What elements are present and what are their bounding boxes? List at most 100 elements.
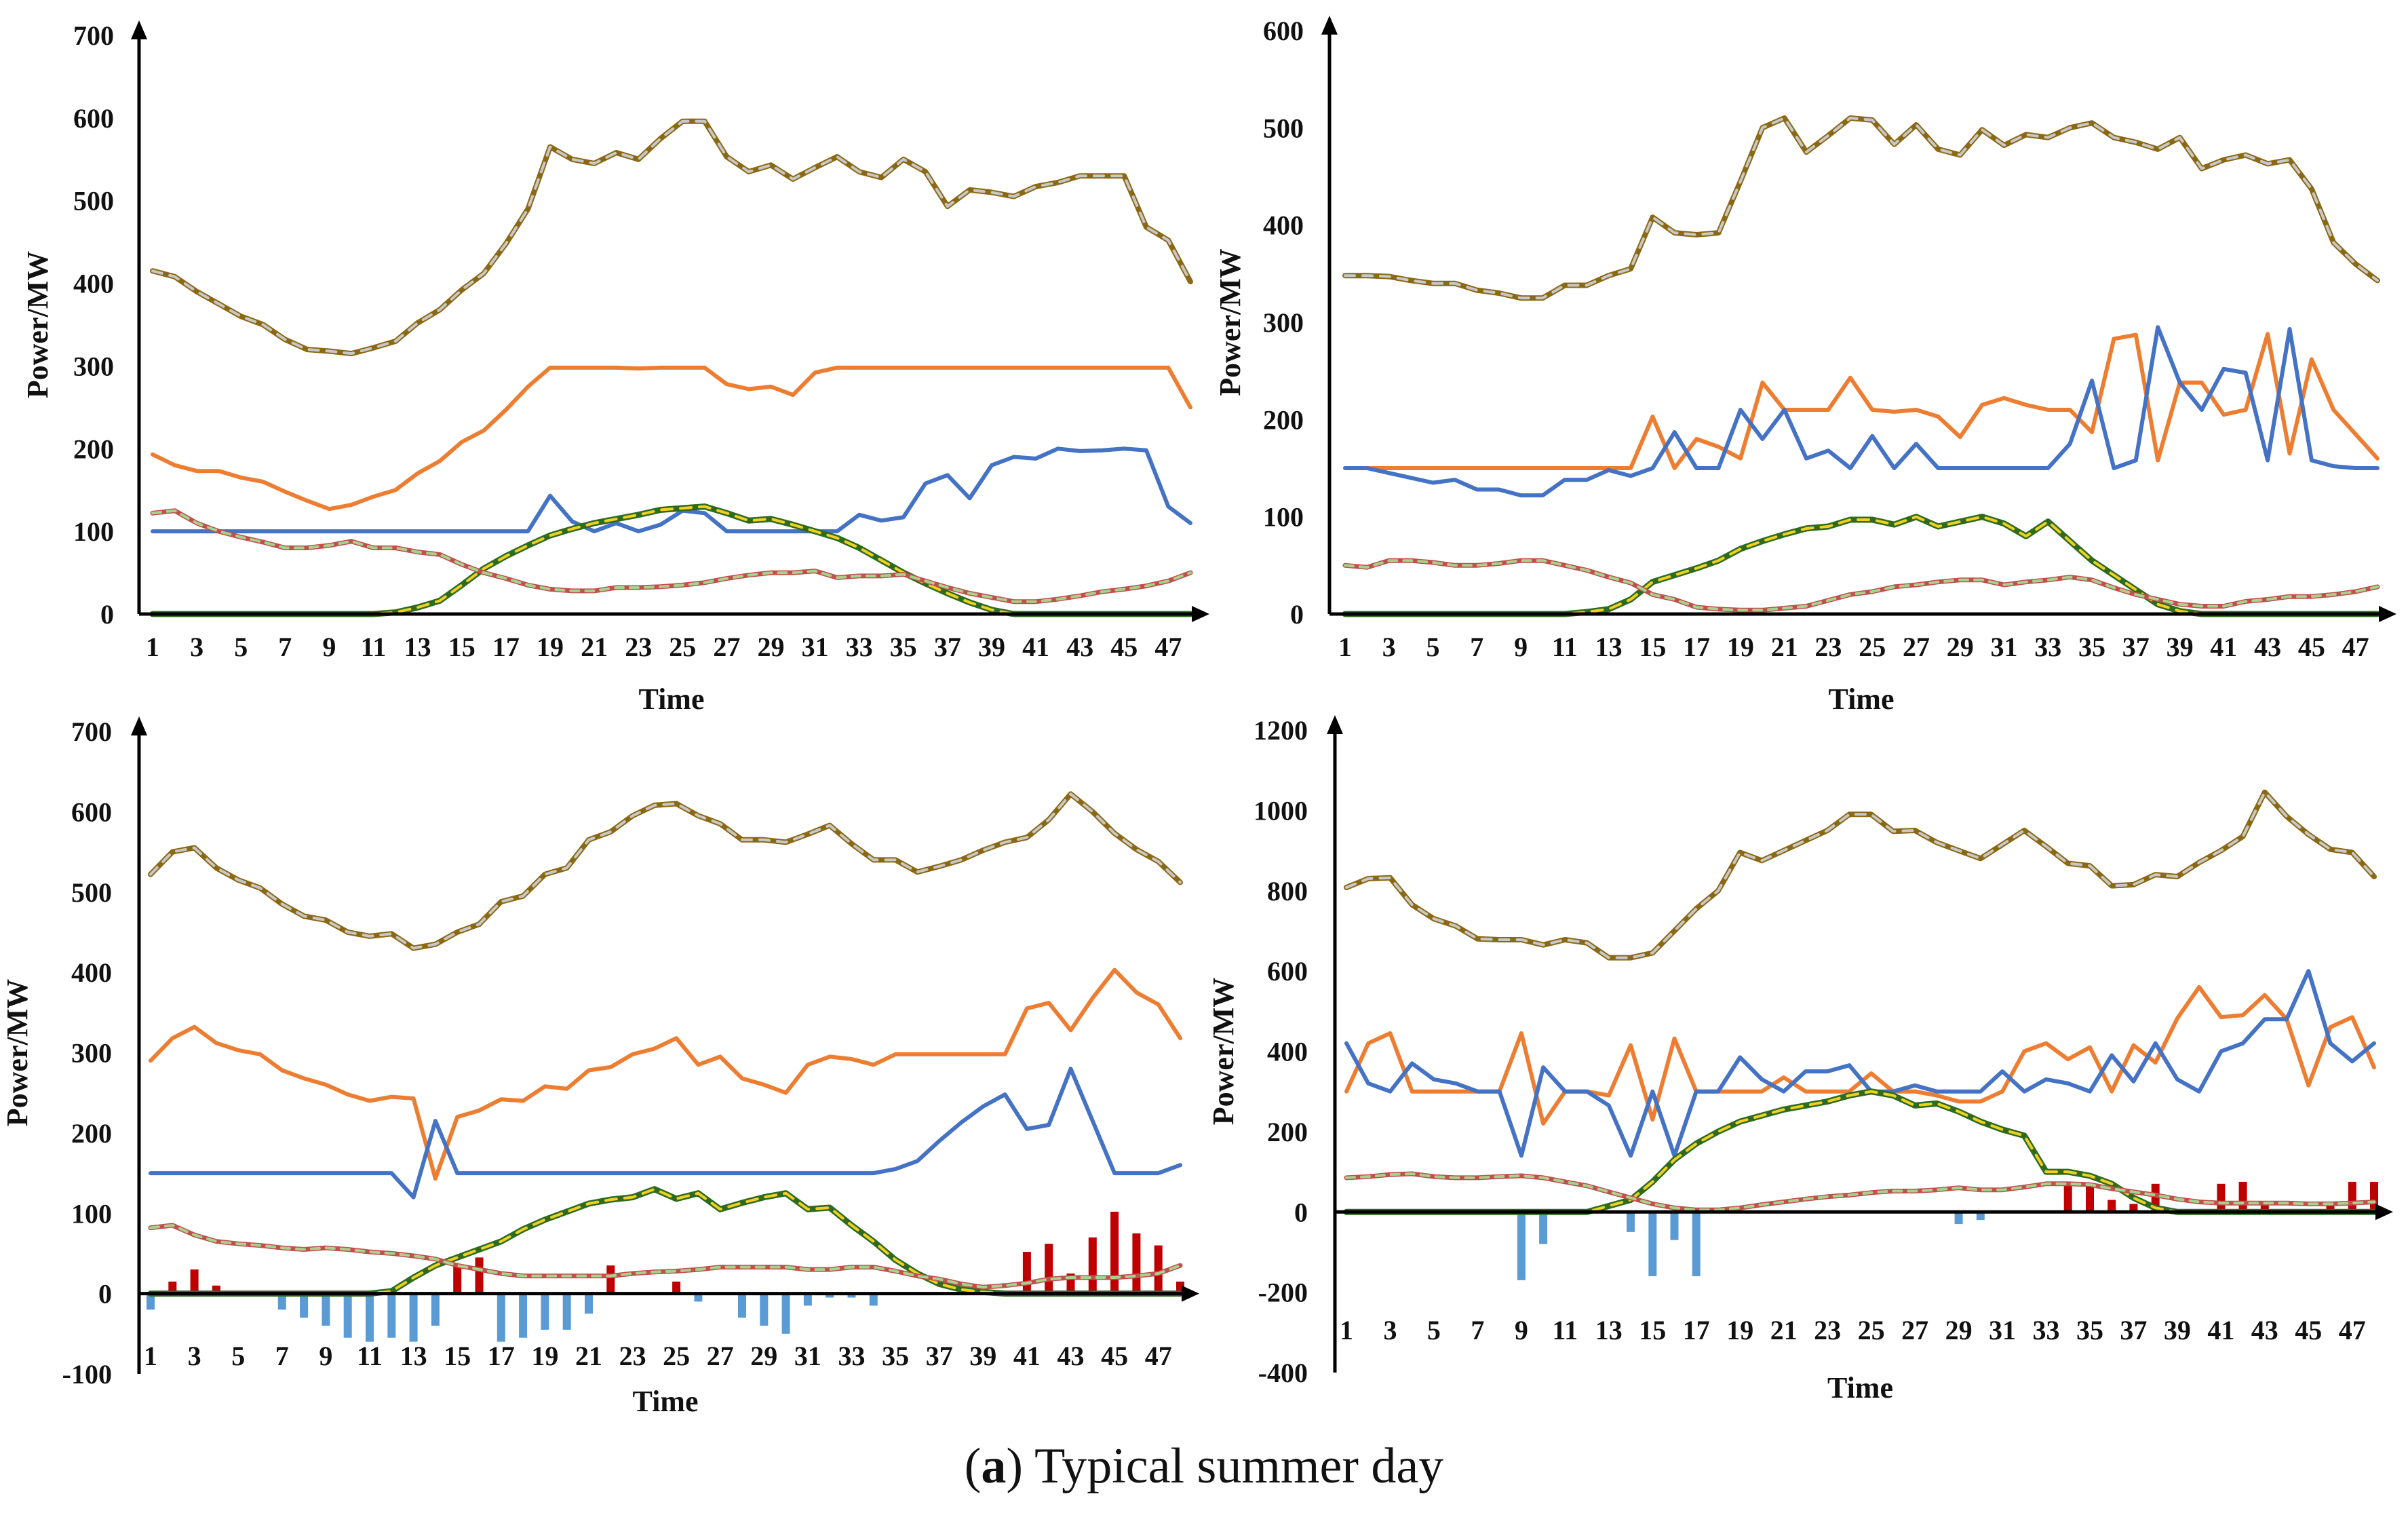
- y-axis-arrow-icon: [131, 716, 147, 735]
- y-tick-label: 100: [1263, 502, 1304, 533]
- bar-35: [2086, 1183, 2094, 1212]
- x-tick-label: 21: [581, 632, 608, 662]
- y-tick-label: -100: [62, 1359, 112, 1390]
- y-tick-label: 300: [73, 351, 114, 381]
- series-small-line-dash: [149, 1224, 1182, 1289]
- x-tick-label: 47: [2342, 632, 2369, 662]
- x-tick-label: 11: [1552, 632, 1578, 662]
- bar-41: [2217, 1183, 2226, 1212]
- x-tick-label: 11: [1552, 1315, 1578, 1345]
- x-tick-label: 43: [1057, 1341, 1085, 1371]
- y-tick-label: 200: [73, 434, 114, 464]
- bar-34: [2063, 1181, 2072, 1212]
- bar-26: [694, 1293, 703, 1302]
- bar-17: [497, 1293, 505, 1342]
- x-tick-label: 31: [1991, 632, 2018, 662]
- figure-caption: (a) Typical summer day: [965, 1438, 1444, 1494]
- series-load-line-dash: [149, 792, 1182, 950]
- x-axis-arrow-icon: [2375, 1204, 2393, 1221]
- x-tick-label: 45: [1101, 1341, 1128, 1371]
- bar-15: [1648, 1212, 1657, 1276]
- x-tick-label: 47: [2339, 1315, 2366, 1345]
- x-tick-label: 11: [361, 632, 387, 662]
- series-load-line: [150, 118, 1193, 357]
- bar-4: [212, 1285, 220, 1294]
- y-tick-label: -400: [1258, 1358, 1308, 1388]
- bar-29: [1954, 1212, 1963, 1225]
- x-tick-label: 9: [1514, 632, 1528, 662]
- y-tick-label: 400: [73, 269, 114, 299]
- bar-9: [322, 1293, 330, 1326]
- bar-3: [190, 1269, 199, 1294]
- x-tick-label: 5: [231, 1341, 245, 1371]
- series-pv-line-dash: [151, 505, 1192, 615]
- bar-25: [672, 1281, 681, 1294]
- y-tick-label: 700: [73, 20, 114, 51]
- bar-2: [168, 1281, 177, 1294]
- x-tick-label: 43: [1066, 632, 1093, 662]
- series-orange-line: [1343, 332, 2380, 470]
- y-axis-title: Power/MW: [1, 979, 34, 1126]
- x-tick-label: 47: [1145, 1341, 1172, 1371]
- bar-10: [1539, 1212, 1548, 1244]
- x-tick-label: 37: [2120, 1315, 2147, 1345]
- y-axis-title: Power/MW: [1213, 248, 1247, 396]
- y-axis-arrow-icon: [1327, 715, 1343, 734]
- x-tick-label: 3: [190, 632, 203, 662]
- series-load-line: [1344, 789, 2377, 961]
- x-axis-title: Time: [639, 683, 705, 716]
- bar-17: [1692, 1212, 1701, 1276]
- x-tick-label: 1: [146, 632, 159, 662]
- x-tick-label: 1: [144, 1341, 157, 1371]
- x-tick-label: 3: [188, 1341, 201, 1371]
- bar-14: [1627, 1212, 1635, 1232]
- y-tick-label: 0: [100, 599, 114, 630]
- x-tick-label: 23: [625, 632, 652, 662]
- x-tick-label: 41: [1013, 1341, 1041, 1371]
- series-load-line: [1342, 115, 2380, 301]
- x-tick-label: 25: [663, 1341, 690, 1371]
- x-tick-label: 19: [1727, 632, 1754, 662]
- y-tick-label: 200: [1263, 404, 1304, 435]
- x-tick-label: 17: [492, 632, 520, 662]
- x-tick-label: 45: [2295, 1315, 2322, 1345]
- x-tick-label: 9: [1515, 1315, 1528, 1345]
- y-tick-label: 200: [71, 1118, 112, 1149]
- bar-33: [847, 1293, 856, 1298]
- bar-45: [1110, 1211, 1119, 1294]
- y-tick-label: 400: [1263, 210, 1304, 241]
- bar-30: [781, 1293, 790, 1334]
- x-tick-label: 41: [1022, 632, 1049, 662]
- x-tick-label: 13: [404, 632, 431, 662]
- bar-31: [803, 1293, 812, 1306]
- y-tick-label: 100: [73, 516, 114, 547]
- series-small-line-dash: [151, 509, 1192, 603]
- bar-12: [387, 1293, 396, 1338]
- x-tick-label: 5: [1427, 1315, 1441, 1345]
- y-tick-label: 500: [1263, 113, 1304, 143]
- x-tick-label: 35: [2078, 632, 2105, 662]
- series-orange-line: [149, 968, 1182, 1181]
- x-tick-label: 23: [619, 1341, 646, 1371]
- x-tick-label: 35: [2076, 1315, 2103, 1345]
- y-axis-title: Power/MW: [21, 251, 54, 398]
- x-tick-label: 1: [1340, 1315, 1353, 1345]
- series-load-line-dash: [151, 119, 1192, 356]
- x-tick-label: 9: [319, 1341, 332, 1371]
- bar-15: [453, 1265, 462, 1294]
- series-orange-line: [151, 365, 1192, 512]
- x-tick-label: 7: [278, 632, 292, 662]
- y-tick-label: 400: [1267, 1037, 1308, 1067]
- y-tick-label: 0: [98, 1279, 112, 1309]
- y-tick-label: 300: [71, 1038, 112, 1069]
- bar-10: [343, 1293, 352, 1338]
- x-tick-label: 35: [882, 1341, 909, 1371]
- x-tick-label: 31: [1989, 1315, 2016, 1345]
- y-axis-title: Power/MW: [1207, 978, 1240, 1125]
- series-small-line: [150, 508, 1193, 605]
- y-tick-label: 0: [1294, 1197, 1308, 1227]
- x-tick-label: 31: [802, 632, 829, 662]
